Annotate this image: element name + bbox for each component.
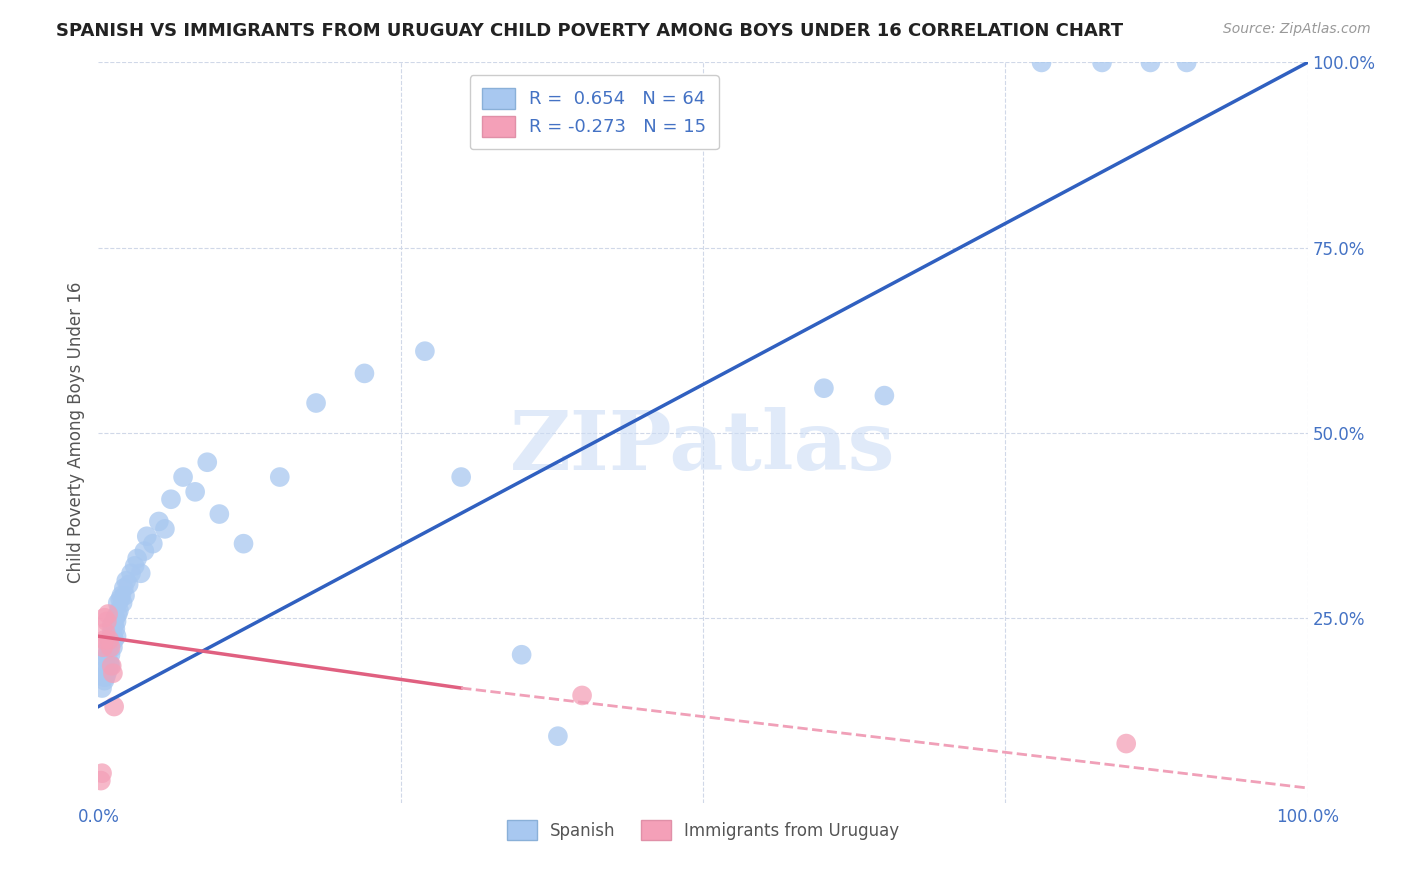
Point — [110, 589, 132, 603]
Point — [98, 632, 121, 647]
Point — [873, 388, 896, 402]
Text: SPANISH VS IMMIGRANTS FROM URUGUAY CHILD POVERTY AMONG BOYS UNDER 16 CORRELATION: SPANISH VS IMMIGRANTS FROM URUGUAY CHILD… — [56, 22, 1123, 40]
Point — [96, 615, 118, 629]
Point — [111, 596, 134, 610]
Point — [172, 470, 194, 484]
Point — [94, 651, 117, 665]
Point — [153, 522, 176, 536]
Point — [1031, 55, 1053, 70]
Point — [97, 640, 120, 655]
Point — [91, 655, 114, 669]
Point — [100, 618, 122, 632]
Point — [100, 625, 122, 640]
Point — [450, 470, 472, 484]
Point — [96, 666, 118, 681]
Point — [269, 470, 291, 484]
Point — [1115, 737, 1137, 751]
Text: Source: ZipAtlas.com: Source: ZipAtlas.com — [1223, 22, 1371, 37]
Point — [127, 551, 149, 566]
Point — [124, 558, 146, 573]
Point — [1091, 55, 1114, 70]
Text: ZIPatlas: ZIPatlas — [510, 408, 896, 487]
Point — [1139, 55, 1161, 70]
Point — [1175, 55, 1198, 70]
Point — [104, 610, 127, 624]
Point — [142, 536, 165, 550]
Point — [101, 666, 124, 681]
Point — [91, 670, 114, 684]
Point — [94, 670, 117, 684]
Point — [547, 729, 569, 743]
Point — [413, 344, 436, 359]
Point — [114, 589, 136, 603]
Point — [135, 529, 157, 543]
Point — [108, 603, 131, 617]
Y-axis label: Child Poverty Among Boys Under 16: Child Poverty Among Boys Under 16 — [66, 282, 84, 583]
Point — [91, 640, 114, 655]
Point — [305, 396, 328, 410]
Point — [100, 658, 122, 673]
Point — [103, 632, 125, 647]
Point — [103, 618, 125, 632]
Point — [93, 610, 115, 624]
Point — [148, 515, 170, 529]
Point — [184, 484, 207, 499]
Point — [93, 632, 115, 647]
Point — [97, 607, 120, 621]
Point — [91, 766, 114, 780]
Point — [90, 773, 112, 788]
Point — [107, 607, 129, 621]
Point — [98, 632, 121, 647]
Point — [510, 648, 533, 662]
Point — [115, 574, 138, 588]
Point — [107, 596, 129, 610]
Point — [91, 681, 114, 695]
Point — [112, 581, 135, 595]
Point — [93, 673, 115, 688]
Point — [129, 566, 152, 581]
Point — [571, 689, 593, 703]
Point — [105, 615, 128, 629]
Point — [100, 648, 122, 662]
Point — [232, 536, 254, 550]
Point — [813, 381, 835, 395]
Point — [93, 663, 115, 677]
Point — [104, 622, 127, 636]
Point — [100, 658, 122, 673]
Point — [208, 507, 231, 521]
Point — [98, 655, 121, 669]
Point — [118, 577, 141, 591]
Point — [97, 663, 120, 677]
Point — [195, 455, 218, 469]
Point — [96, 648, 118, 662]
Legend: Spanish, Immigrants from Uruguay: Spanish, Immigrants from Uruguay — [501, 814, 905, 847]
Point — [160, 492, 183, 507]
Point — [100, 637, 122, 651]
Point — [134, 544, 156, 558]
Point — [108, 592, 131, 607]
Point — [100, 640, 122, 655]
Point — [103, 699, 125, 714]
Point — [353, 367, 375, 381]
Point — [101, 629, 124, 643]
Point — [105, 629, 128, 643]
Point — [101, 640, 124, 655]
Point — [120, 566, 142, 581]
Point — [94, 625, 117, 640]
